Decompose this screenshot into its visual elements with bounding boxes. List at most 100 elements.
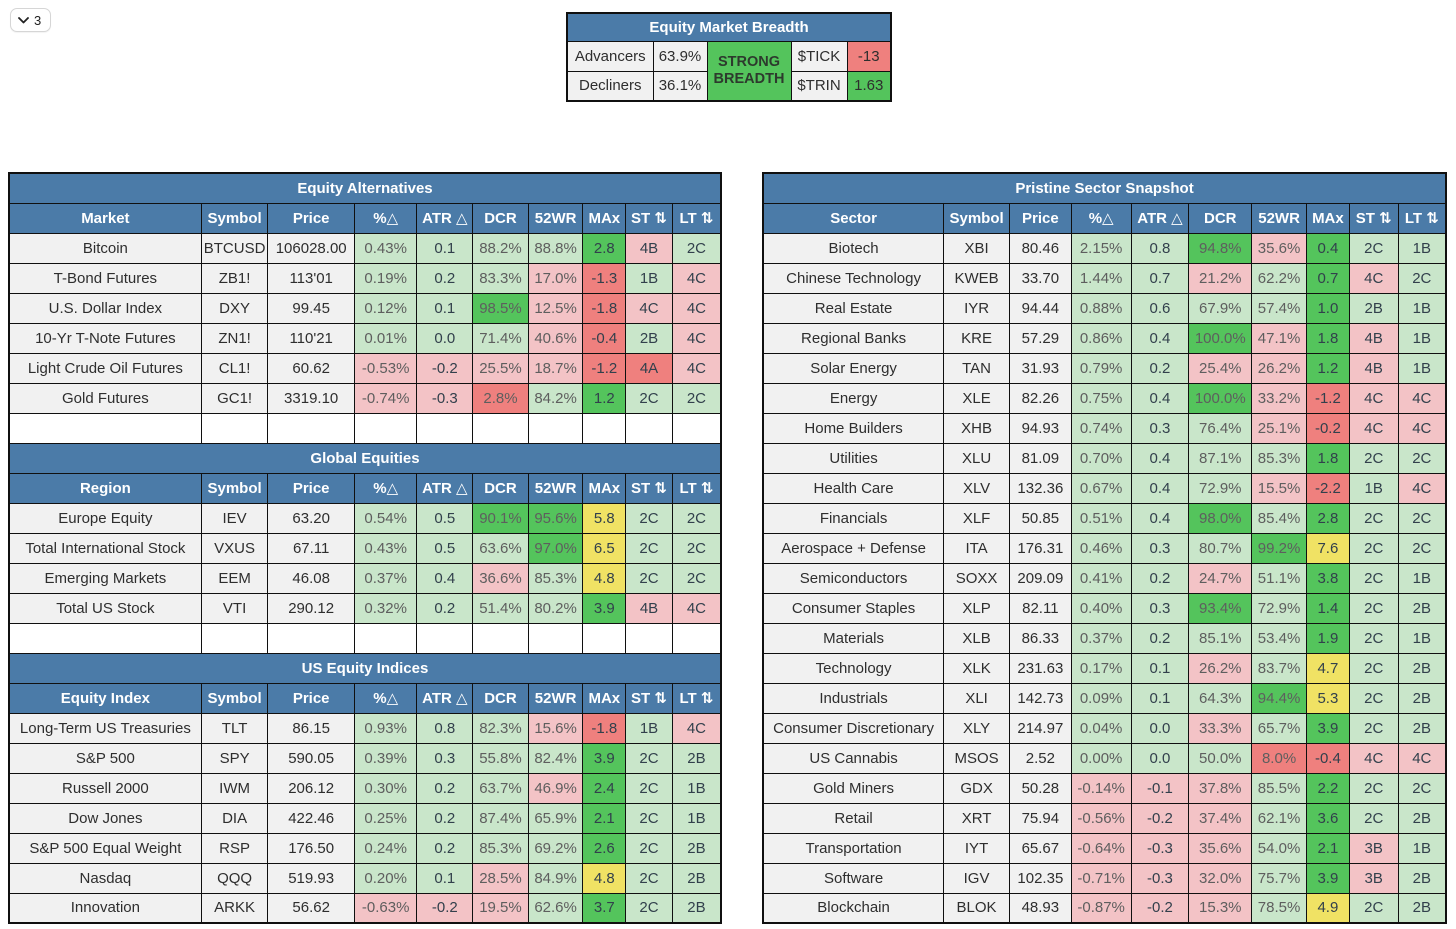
metric-cell: 2B: [1397, 862, 1447, 894]
metric-cell: 6.5: [582, 532, 627, 564]
decliners-value: 36.1%: [652, 70, 708, 102]
metric-cell: 0.75%: [1070, 382, 1132, 414]
metric-cell: 2B: [1397, 682, 1447, 714]
metric-cell: 4B: [625, 592, 673, 624]
table-row: Health Care XLV 132.36 0.67% 0.4 72.9% 15.5% -2…: [762, 472, 1447, 504]
metric-cell: 83.3%: [472, 262, 529, 294]
table-row: Gold Futures GC1! 3319.10 -0.74% -0.3 2.8% 84.…: [8, 382, 722, 414]
column-header: DCR: [472, 472, 529, 504]
metric-cell: 2C: [1348, 892, 1399, 924]
price-cell: 209.09: [1008, 562, 1072, 594]
metric-cell: 0.04%: [1070, 712, 1132, 744]
metric-cell: 95.6%: [527, 502, 584, 534]
metric-cell: 2C: [1348, 502, 1399, 534]
column-header: 52WR: [527, 682, 584, 714]
metric-cell: 2B: [1397, 652, 1447, 684]
row-label: Total International Stock: [8, 532, 202, 564]
price-cell: 33.70: [1008, 262, 1072, 294]
metric-cell: 0.2: [416, 772, 474, 804]
metric-cell: 0.2: [416, 802, 474, 834]
row-label: T-Bond Futures: [8, 262, 202, 294]
symbol-cell: XLF: [943, 502, 1010, 534]
metric-cell: 83.7%: [1251, 652, 1307, 684]
metric-cell: -0.3: [416, 382, 474, 414]
symbol-cell: XLI: [943, 682, 1010, 714]
price-cell: 2.52: [1008, 742, 1072, 774]
metric-cell: 2B: [671, 742, 722, 774]
symbol-cell: ARKK: [200, 892, 269, 924]
metric-cell: 0.3: [416, 742, 474, 774]
row-label: Innovation: [8, 892, 202, 924]
metric-cell: 1.9: [1305, 622, 1350, 654]
row-label: Long-Term US Treasuries: [8, 712, 202, 744]
spacer-row: [8, 622, 722, 654]
metric-cell: 47.1%: [1251, 322, 1307, 354]
metric-cell: 0.4: [1130, 382, 1190, 414]
metric-cell: 2C: [1397, 502, 1447, 534]
spacer-cell: [582, 412, 627, 444]
metric-cell: 0.25%: [353, 802, 418, 834]
price-cell: 75.94: [1008, 802, 1072, 834]
column-header-row: Market Symbol Price %△ ATR △ DCR 52WR MAx ST ⇅ LT…: [8, 202, 722, 234]
price-cell: 82.26: [1008, 382, 1072, 414]
column-header: Symbol: [200, 682, 269, 714]
symbol-cell: XLK: [943, 652, 1010, 684]
symbol-cell: KWEB: [943, 262, 1010, 294]
metric-cell: 0.2: [1130, 352, 1190, 384]
metric-cell: 93.4%: [1188, 592, 1253, 624]
metric-cell: 1.4: [1305, 592, 1350, 624]
metric-cell: 0.01%: [353, 322, 418, 354]
table-row: Total US Stock VTI 290.12 0.32% 0.2 51.4% 80.2…: [8, 592, 722, 624]
column-header-row: Equity Index Symbol Price %△ ATR △ DCR 52WR MAx…: [8, 682, 722, 714]
metric-cell: 0.39%: [353, 742, 418, 774]
metric-cell: 2C: [625, 802, 673, 834]
column-header: Market: [8, 202, 202, 234]
symbol-cell: IYT: [943, 832, 1010, 864]
spacer-cell: [671, 412, 722, 444]
table-row: S&P 500 Equal Weight RSP 176.50 0.24% 0.2 85.…: [8, 832, 722, 864]
metric-cell: 2B: [1397, 712, 1447, 744]
metric-cell: 3.8: [1305, 562, 1350, 594]
table-row: Emerging Markets EEM 46.08 0.37% 0.4 36.6% 85.…: [8, 562, 722, 594]
metric-cell: 3.9: [1305, 712, 1350, 744]
section-title-row: Global Equities: [8, 442, 722, 474]
metric-cell: 0.67%: [1070, 472, 1132, 504]
metric-cell: 87.1%: [1188, 442, 1253, 474]
metric-cell: 1B: [671, 802, 722, 834]
section-title: Global Equities: [8, 442, 722, 474]
row-label: Solar Energy: [762, 352, 945, 384]
tick-value: -13: [846, 40, 892, 72]
price-cell: 86.33: [1008, 622, 1072, 654]
metric-cell: 4C: [671, 712, 722, 744]
symbol-cell: DIA: [200, 802, 269, 834]
column-header: MAx: [582, 202, 627, 234]
symbol-cell: ITA: [943, 532, 1010, 564]
row-label: Transportation: [762, 832, 945, 864]
metric-cell: 3.9: [1305, 862, 1350, 894]
metric-cell: -0.2: [1130, 802, 1190, 834]
metric-cell: 98.0%: [1188, 502, 1253, 534]
table-row: Russell 2000 IWM 206.12 0.30% 0.2 63.7% 46.9% 2…: [8, 772, 722, 804]
metric-cell: 2.8: [1305, 502, 1350, 534]
metric-cell: 0.7: [1305, 262, 1350, 294]
metric-cell: 0.5: [416, 502, 474, 534]
trin-label: $TRIN: [790, 70, 848, 102]
table-row: Chinese Technology KWEB 33.70 1.44% 0.7 21.2%…: [762, 262, 1447, 294]
metric-cell: 55.8%: [472, 742, 529, 774]
row-label: Blockchain: [762, 892, 945, 924]
metric-cell: 33.3%: [1188, 712, 1253, 744]
metric-cell: 75.7%: [1251, 862, 1307, 894]
metric-cell: 65.9%: [527, 802, 584, 834]
metric-cell: 2C: [1348, 532, 1399, 564]
metric-cell: 4.8: [582, 562, 627, 594]
metric-cell: 2C: [1348, 682, 1399, 714]
metric-cell: 82.4%: [527, 742, 584, 774]
collapse-toggle[interactable]: 3: [10, 8, 52, 32]
row-label: Aerospace + Defense: [762, 532, 945, 564]
price-cell: 231.63: [1008, 652, 1072, 684]
metric-cell: 2C: [671, 382, 722, 414]
metric-cell: 26.2%: [1251, 352, 1307, 384]
metric-cell: 2B: [671, 832, 722, 864]
row-label: Light Crude Oil Futures: [8, 352, 202, 384]
row-label: Total US Stock: [8, 592, 202, 624]
